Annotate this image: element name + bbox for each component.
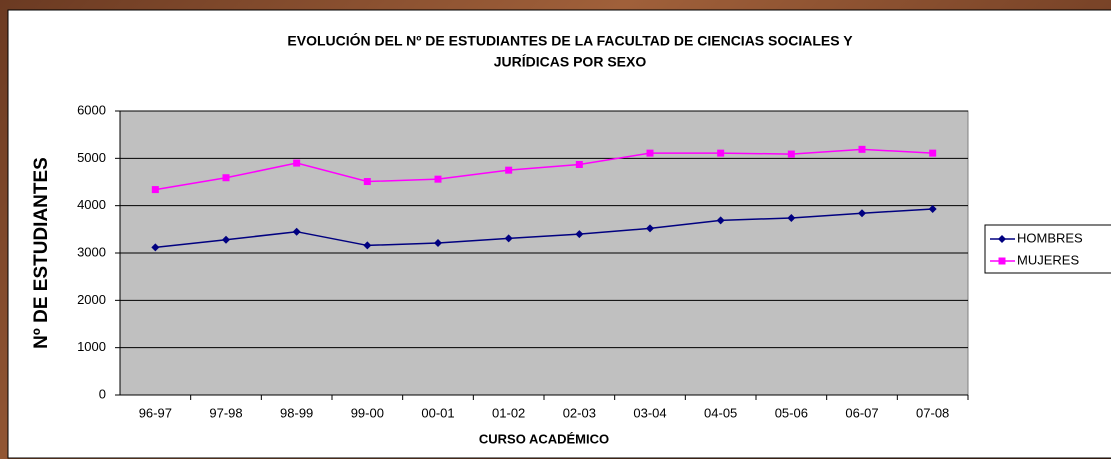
data-point bbox=[505, 166, 513, 174]
data-point bbox=[151, 243, 160, 252]
data-point bbox=[293, 159, 301, 167]
chart-title: EVOLUCIÓN DEL Nº DE ESTUDIANTES DE LA FA… bbox=[287, 32, 853, 49]
x-tick-label: 01-02 bbox=[492, 405, 525, 420]
data-point bbox=[858, 145, 866, 153]
data-point bbox=[434, 239, 442, 248]
x-tick-label: 06-07 bbox=[845, 405, 878, 420]
legend-marker bbox=[998, 257, 1006, 265]
y-tick-label: 6000 bbox=[77, 102, 106, 117]
data-point bbox=[434, 175, 442, 183]
data-point bbox=[928, 204, 937, 213]
data-point bbox=[151, 186, 159, 194]
data-point bbox=[858, 209, 866, 218]
x-axis-label: CURSO ACADÉMICO bbox=[479, 431, 609, 446]
y-tick-label: 4000 bbox=[77, 197, 106, 212]
y-axis-label: Nº DE ESTUDIANTES bbox=[31, 157, 52, 349]
data-point bbox=[222, 235, 230, 244]
y-tick-label: 3000 bbox=[77, 244, 106, 259]
data-point bbox=[575, 160, 583, 168]
y-tick-label: 2000 bbox=[77, 292, 106, 307]
data-point bbox=[363, 178, 371, 186]
series-line bbox=[155, 208, 933, 249]
data-point bbox=[787, 150, 795, 158]
x-tick-label: 98-99 bbox=[280, 405, 313, 420]
y-tick-label: 0 bbox=[99, 386, 106, 401]
chart-title: JURÍDICAS POR SEXO bbox=[494, 54, 647, 70]
data-point bbox=[504, 234, 513, 243]
legend-marker bbox=[998, 235, 1006, 243]
x-tick-label: 96-97 bbox=[139, 405, 172, 420]
legend bbox=[984, 224, 1111, 274]
x-tick-label: 03-04 bbox=[633, 405, 666, 420]
x-tick-label: 00-01 bbox=[421, 405, 454, 420]
x-tick-label: 07-08 bbox=[916, 405, 949, 420]
data-point bbox=[363, 241, 372, 250]
x-tick-label: 04-05 bbox=[704, 405, 737, 420]
data-point bbox=[222, 174, 230, 182]
data-point bbox=[646, 224, 654, 233]
x-tick-label: 99-00 bbox=[351, 405, 384, 420]
data-point bbox=[929, 149, 937, 157]
legend-label: MUJERES bbox=[1017, 252, 1079, 267]
data-point bbox=[717, 149, 725, 157]
y-tick-label: 5000 bbox=[77, 150, 106, 165]
data-point bbox=[787, 213, 796, 222]
x-tick-label: 05-06 bbox=[775, 405, 808, 420]
x-tick-label: 02-03 bbox=[563, 405, 596, 420]
x-tick-label: 97-98 bbox=[209, 405, 242, 420]
data-point bbox=[646, 149, 654, 157]
data-point bbox=[716, 216, 725, 225]
series-line bbox=[155, 148, 933, 191]
data-point bbox=[575, 230, 584, 239]
legend-label: HOMBRES bbox=[1017, 230, 1083, 245]
y-tick-label: 1000 bbox=[77, 339, 106, 354]
data-point bbox=[292, 227, 301, 236]
